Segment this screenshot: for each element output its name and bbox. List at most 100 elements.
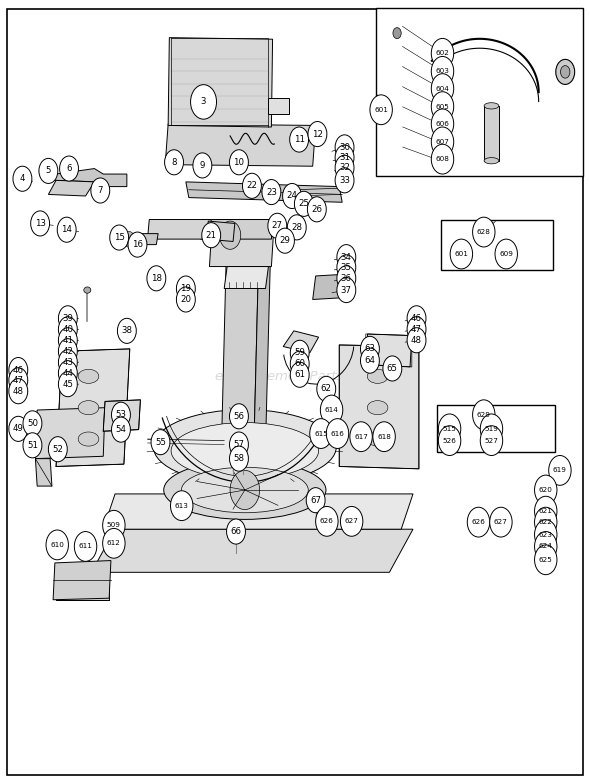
Polygon shape: [91, 529, 413, 572]
Circle shape: [407, 317, 426, 342]
Circle shape: [230, 470, 260, 510]
Circle shape: [360, 348, 379, 373]
Polygon shape: [168, 38, 273, 127]
Text: 624: 624: [539, 543, 553, 550]
Text: 14: 14: [61, 225, 72, 234]
Text: 59: 59: [294, 348, 305, 358]
Circle shape: [230, 432, 248, 457]
Text: 619: 619: [553, 467, 567, 474]
Circle shape: [176, 276, 195, 301]
Circle shape: [473, 217, 495, 247]
Text: 623: 623: [539, 532, 553, 538]
Ellipse shape: [181, 467, 308, 513]
Text: 617: 617: [354, 434, 368, 440]
Circle shape: [467, 507, 490, 537]
Circle shape: [320, 395, 343, 425]
Circle shape: [535, 520, 557, 550]
Text: 515: 515: [442, 426, 457, 432]
Ellipse shape: [153, 409, 336, 485]
Text: 64: 64: [365, 356, 375, 365]
Text: 627: 627: [345, 518, 359, 524]
Circle shape: [290, 351, 309, 376]
Text: 629: 629: [477, 412, 491, 418]
Text: 23: 23: [266, 187, 277, 197]
Circle shape: [438, 426, 461, 456]
Text: 36: 36: [341, 274, 352, 283]
Text: 48: 48: [411, 336, 422, 345]
Text: 30: 30: [339, 143, 350, 152]
Text: 57: 57: [234, 440, 244, 449]
Text: 63: 63: [365, 344, 375, 354]
FancyBboxPatch shape: [437, 405, 555, 452]
Text: 603: 603: [435, 68, 450, 74]
Text: 46: 46: [13, 365, 24, 375]
Text: 39: 39: [63, 314, 73, 323]
Ellipse shape: [367, 432, 388, 446]
Ellipse shape: [367, 401, 388, 415]
Circle shape: [335, 155, 354, 180]
Circle shape: [335, 135, 354, 160]
Ellipse shape: [484, 103, 499, 109]
Circle shape: [393, 27, 401, 38]
Circle shape: [219, 221, 241, 249]
Text: 34: 34: [341, 252, 352, 262]
Text: 611: 611: [78, 543, 93, 550]
Text: 621: 621: [539, 508, 553, 514]
Text: 601: 601: [374, 107, 388, 113]
Circle shape: [340, 506, 363, 536]
Text: 19: 19: [181, 284, 191, 293]
Text: 526: 526: [442, 437, 457, 444]
Text: 45: 45: [63, 379, 73, 389]
Circle shape: [58, 372, 77, 397]
Circle shape: [74, 532, 97, 561]
Circle shape: [48, 437, 67, 462]
Text: 15: 15: [114, 233, 124, 242]
Polygon shape: [268, 98, 289, 114]
Text: 9: 9: [199, 161, 205, 170]
Circle shape: [431, 109, 454, 139]
Circle shape: [290, 340, 309, 365]
Text: 53: 53: [116, 410, 126, 419]
Circle shape: [337, 255, 356, 280]
Polygon shape: [283, 331, 319, 353]
Text: 618: 618: [377, 434, 391, 440]
Circle shape: [103, 528, 125, 558]
Circle shape: [480, 414, 503, 444]
Text: 54: 54: [116, 425, 126, 434]
Circle shape: [431, 38, 454, 68]
Polygon shape: [56, 566, 109, 600]
Circle shape: [431, 127, 454, 157]
Circle shape: [147, 266, 166, 291]
Circle shape: [335, 168, 354, 193]
Text: 21: 21: [206, 230, 217, 240]
Circle shape: [350, 422, 372, 452]
Polygon shape: [48, 180, 94, 196]
Circle shape: [9, 379, 28, 404]
Text: 32: 32: [339, 163, 350, 172]
Circle shape: [13, 166, 32, 191]
Text: 626: 626: [471, 519, 486, 525]
Text: 608: 608: [435, 156, 450, 162]
Text: 48: 48: [13, 387, 24, 396]
Circle shape: [9, 368, 28, 393]
Text: 625: 625: [539, 557, 553, 563]
Text: 62: 62: [321, 384, 332, 394]
Text: 616: 616: [330, 430, 345, 437]
Text: 626: 626: [320, 518, 334, 524]
Polygon shape: [221, 220, 260, 455]
Text: 612: 612: [107, 540, 121, 546]
Text: 10: 10: [234, 158, 244, 167]
Text: 601: 601: [454, 251, 468, 257]
Text: 66: 66: [231, 527, 241, 536]
Circle shape: [58, 328, 77, 353]
Circle shape: [123, 231, 135, 247]
Text: 606: 606: [435, 121, 450, 127]
Polygon shape: [165, 124, 316, 166]
Text: 65: 65: [387, 364, 398, 373]
Polygon shape: [56, 349, 130, 466]
Polygon shape: [103, 400, 140, 431]
Circle shape: [171, 491, 193, 521]
Circle shape: [23, 433, 42, 458]
Text: 25: 25: [299, 199, 309, 209]
Text: 605: 605: [435, 103, 450, 110]
